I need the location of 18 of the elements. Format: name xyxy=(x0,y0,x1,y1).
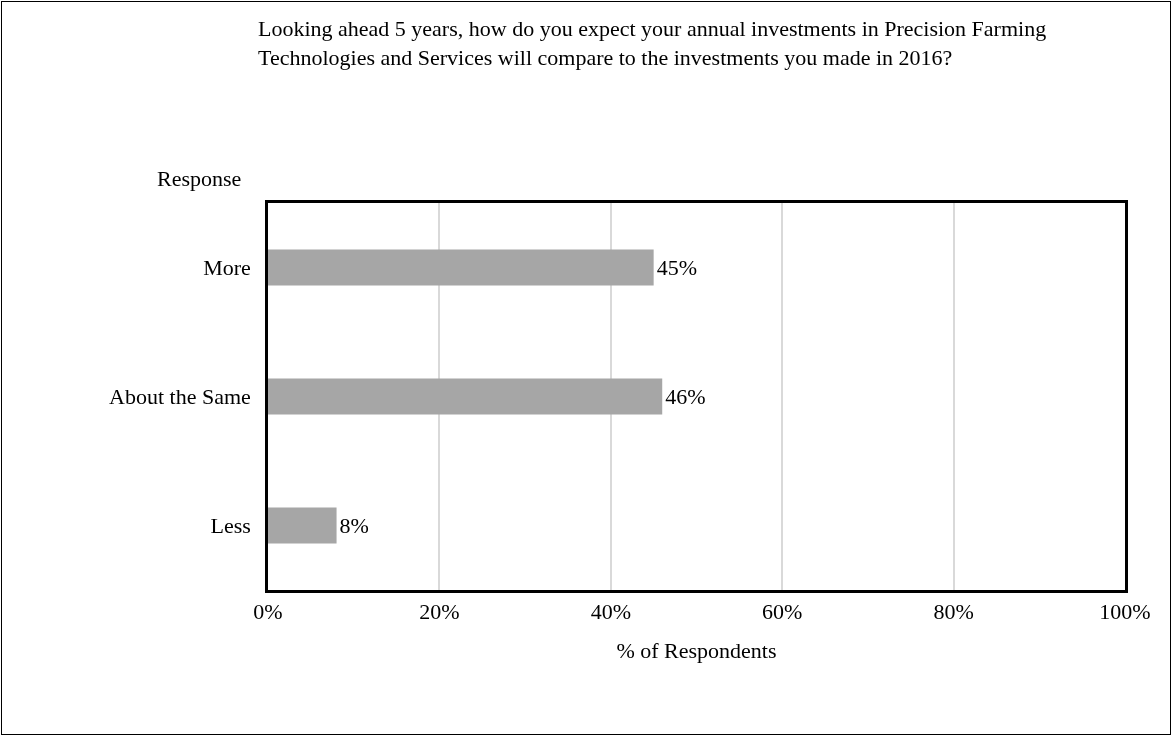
chart-title: Looking ahead 5 years, how do you expect your annual investments in Precision Farming Technologies and Services will compare to the investments you made in 2016? xyxy=(258,15,1048,72)
x-tick-label: 40% xyxy=(590,599,631,625)
bar xyxy=(268,507,337,544)
x-tick-label: 0% xyxy=(253,599,283,625)
data-label: 46% xyxy=(665,384,706,409)
y-axis-title: Response xyxy=(157,166,242,191)
bar xyxy=(268,249,654,286)
y-tick-label: More xyxy=(203,255,251,281)
x-tick-label: 100% xyxy=(1099,599,1151,625)
x-tick-label: 20% xyxy=(419,599,460,625)
y-tick-label: About the Same xyxy=(109,384,251,410)
data-label: 8% xyxy=(339,513,369,538)
data-label: 45% xyxy=(656,255,697,280)
y-tick-label: Less xyxy=(210,513,251,539)
x-tick-label: 80% xyxy=(933,599,974,625)
x-tick-label: 60% xyxy=(762,599,803,625)
bar xyxy=(268,378,663,415)
x-axis-title: % of Respondents xyxy=(616,638,777,664)
